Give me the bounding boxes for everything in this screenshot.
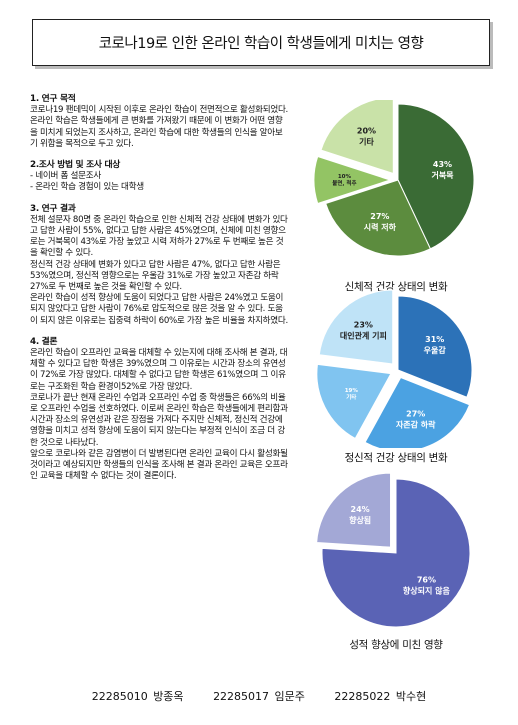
conclusion-paragraph-3: 앞으로 코로나와 같은 감염병이 더 발병된다면 온라인 교육이 다시 활성화될… — [30, 448, 288, 482]
grade-slice-0 — [321, 478, 471, 628]
mental-slice-2-value: 19% — [345, 388, 359, 394]
physical-slice-0-label: 거북목 — [431, 170, 454, 180]
author-1: 22285010 방종옥 — [91, 690, 184, 703]
mental-health-pie-chart: 31%우울감 27%자존감 하락 19%기타 23%대인관계 기피 — [316, 289, 473, 448]
grade-slice-0-value: 76% — [417, 575, 436, 584]
method-line-1: - 네이버 폼 설문조사 — [30, 171, 101, 182]
physical-slice-2-value: 10% — [338, 174, 352, 180]
physical-slice-3-value: 20% — [357, 127, 376, 136]
mental-slice-3-value: 23% — [354, 321, 373, 330]
conclusion-heading: 4. 결론 — [30, 336, 58, 347]
author-2: 22285017 임문주 — [213, 690, 305, 703]
physical-slice-3-label: 기타 — [359, 137, 374, 147]
mental-slice-2-label: 기타 — [346, 393, 357, 401]
mental-slice-1-label: 자존감 하락 — [396, 419, 436, 429]
text-column: 1. 연구 목적 코로나19 팬데믹이 시작된 이후로 온라인 학습이 전면적으… — [30, 94, 288, 493]
physical-slice-2-label: 불면, 척추 — [332, 179, 356, 187]
physical-slice-0-value: 43% — [433, 160, 452, 169]
grade-improvement-pie-chart: 76%향상되지 않음 24%향상됨 — [316, 473, 471, 628]
physical-slice-3 — [320, 100, 394, 175]
mental-slice-2 — [316, 363, 392, 440]
mental-health-chart-title: 정신적 건강 상태의 변화 — [344, 452, 448, 464]
purpose-text: 코로나19 팬데믹이 시작된 이후로 온라인 학습이 전면적으로 활성화되었다.… — [30, 105, 288, 149]
results-paragraph-3: 온라인 학습이 성적 향상에 도움이 되었다고 답한 사람은 24%였고 도움이… — [30, 293, 288, 326]
mental-slice-0-label: 우울감 — [424, 345, 447, 355]
section-method: 2.조사 방법 및 조사 대상 - 네이버 폼 설문조사 - 온라인 학습 경험… — [30, 160, 288, 194]
title-box: 코로나19로 인한 온라인 학습이 학생들에게 미치는 영향 — [32, 19, 490, 66]
physical-health-chart-title: 신체적 건강 상태의 변화 — [344, 281, 448, 293]
physical-slice-1-value: 27% — [370, 212, 389, 221]
method-line-2: - 온라인 학습 경험이 있는 대학생 — [30, 182, 144, 193]
physical-slice-0 — [397, 103, 475, 250]
physical-slice-1 — [325, 179, 432, 257]
method-heading: 2.조사 방법 및 조사 대상 — [30, 160, 121, 171]
grade-slice-1-value: 24% — [351, 505, 370, 514]
author-3: 22285022 박수현 — [334, 690, 427, 703]
mental-slice-0-value: 31% — [425, 335, 444, 344]
mental-slice-3-label: 대인관계 기피 — [340, 331, 387, 341]
physical-health-pie-chart: 43%거북목 27%시력 저하 10%불면, 척추 20%기타 — [313, 100, 475, 257]
physical-slice-1-label: 시력 저하 — [364, 222, 397, 232]
mental-slice-1-value: 27% — [406, 409, 425, 418]
mental-slice-0 — [397, 295, 473, 398]
purpose-heading: 1. 연구 목적 — [30, 94, 76, 104]
mental-slice-3 — [318, 289, 394, 365]
grade-slice-0-label: 향상되지 않음 — [403, 585, 451, 595]
grade-slice-1 — [316, 473, 392, 548]
results-paragraph-1: 전체 설문자 80명 중 온라인 학습으로 인한 신체적 건강 상태에 변화가 … — [30, 214, 288, 259]
mental-slice-1 — [364, 376, 471, 448]
section-results: 3. 연구 결과 전체 설문자 80명 중 온라인 학습으로 인한 신체적 건강… — [30, 204, 288, 327]
physical-slice-2 — [313, 155, 392, 205]
grade-slice-1-label: 향상됨 — [349, 515, 371, 525]
footer-authors: 22285010 방종옥 22285017 임문주 22285022 박수현 — [0, 688, 518, 704]
page-title: 코로나19로 인한 온라인 학습이 학생들에게 미치는 영향 — [98, 36, 424, 52]
grade-improvement-chart-title: 성적 향상에 미친 영향 — [349, 639, 443, 651]
conclusion-paragraph-2: 코로나가 끝난 현재 온라인 수업과 오프라인 수업 중 학생들은 66%의 비… — [30, 392, 288, 448]
results-heading: 3. 연구 결과 — [30, 203, 76, 214]
conclusion-paragraph-1: 온라인 학습이 오프라인 교육을 대체할 수 있는지에 대해 조사해 본 결과,… — [30, 348, 288, 392]
section-conclusion: 4. 결론 온라인 학습이 오프라인 교육을 대체할 수 있는지에 대해 조사해… — [30, 337, 288, 483]
section-purpose: 1. 연구 목적 코로나19 팬데믹이 시작된 이후로 온라인 학습이 전면적으… — [30, 94, 288, 150]
results-paragraph-2: 정신적 건강 상태에 변화가 있다고 답한 사람은 47%, 없다고 답한 사람… — [30, 259, 281, 293]
